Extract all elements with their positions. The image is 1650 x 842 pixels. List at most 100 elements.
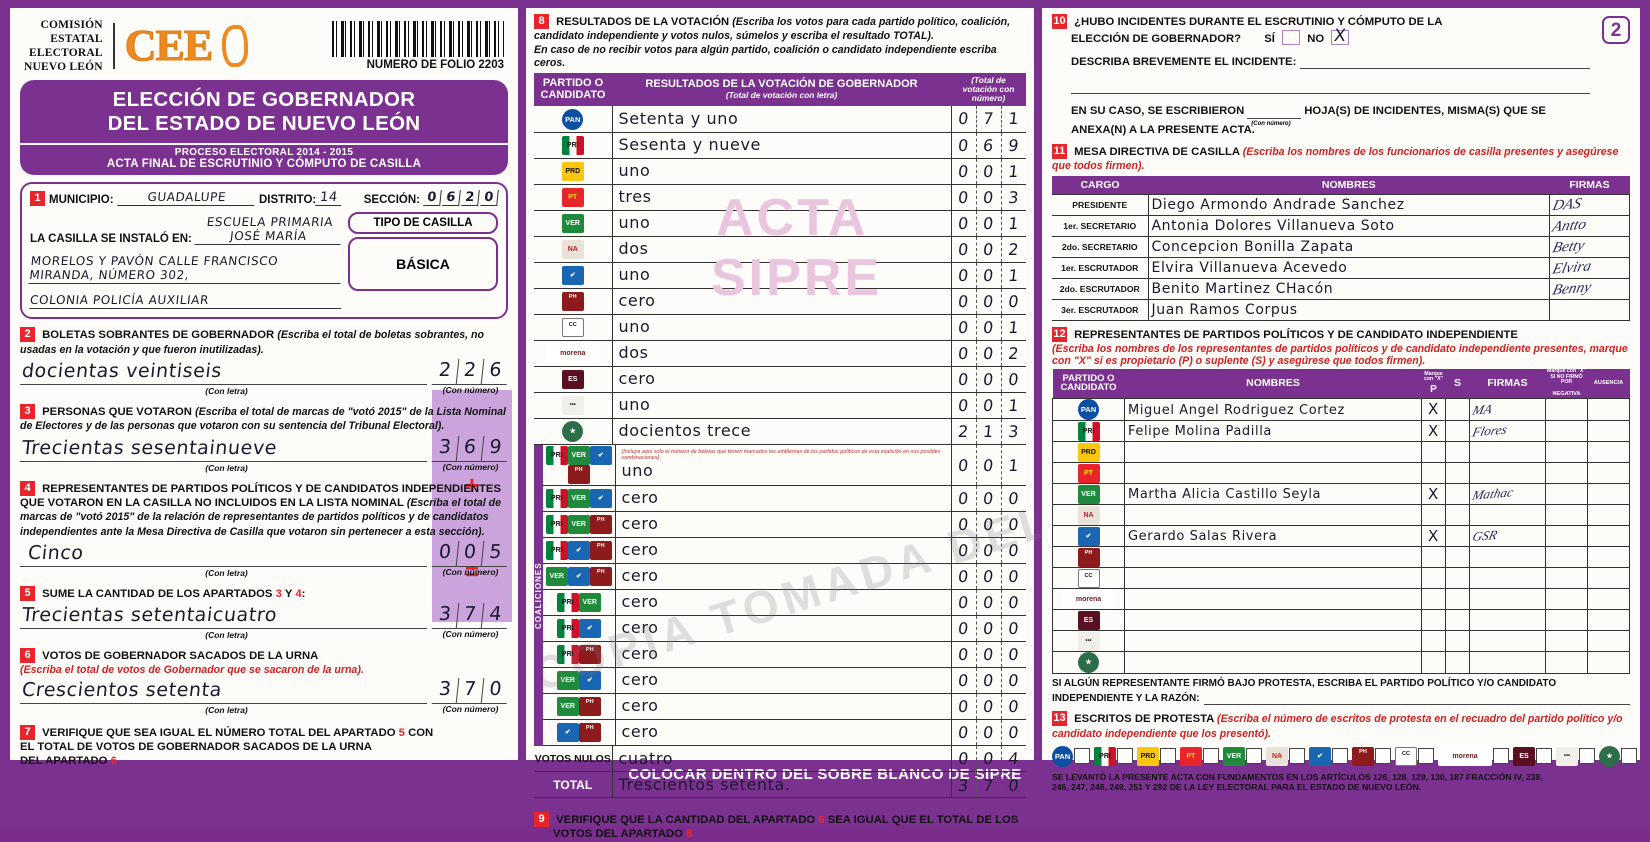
- section-6-digits[interactable]: 3 7 0: [433, 678, 508, 704]
- results-row-digit-1[interactable]: 0: [950, 210, 978, 236]
- protesta-box-ph[interactable]: PH: [1352, 746, 1391, 767]
- representante-propietario[interactable]: X: [1428, 527, 1439, 545]
- mesa-nombre[interactable]: Elvira Villanueva Acevedo: [1152, 260, 1348, 276]
- protesta-box-encuentro[interactable]: •••: [1556, 746, 1595, 767]
- results-row-digit-1[interactable]: 0: [950, 262, 978, 288]
- section-3-letra[interactable]: Trecientas sesentainueve: [21, 437, 278, 459]
- hojas-incidentes-input[interactable]: (Con número): [1247, 118, 1301, 119]
- coalicion-digit-1[interactable]: 0: [950, 589, 978, 615]
- results-row-letra[interactable]: uno: [619, 317, 651, 336]
- section-6-digit-2[interactable]: 7: [457, 678, 485, 704]
- total-digit-3[interactable]: 0: [1000, 772, 1028, 798]
- results-row-digit-2[interactable]: 0: [975, 236, 1003, 262]
- seccion-digit-1[interactable]: 0: [423, 190, 442, 206]
- results-row-digit-3[interactable]: 9: [1000, 132, 1028, 158]
- mesa-firma[interactable]: Elvira: [1551, 259, 1593, 279]
- coalicion-digit-1[interactable]: 0: [950, 667, 978, 693]
- coalicion-digit-3[interactable]: 1: [999, 445, 1028, 486]
- coalicion-letra[interactable]: cero: [622, 644, 659, 663]
- section-4-digit-2[interactable]: 0: [457, 541, 485, 567]
- results-row-digit-3[interactable]: 3: [1000, 184, 1028, 210]
- municipio-value[interactable]: GUADALUPE: [117, 190, 256, 206]
- representante-negativa[interactable]: [1546, 610, 1588, 631]
- results-row-digit-2[interactable]: 0: [975, 262, 1003, 288]
- coalicion-digit-2[interactable]: 0: [975, 511, 1003, 537]
- representante-ausencia[interactable]: [1588, 505, 1630, 526]
- protesta-input-cc[interactable]: [1418, 748, 1434, 764]
- section-4-digit-1[interactable]: 0: [432, 541, 460, 567]
- section-4-digits[interactable]: 0 0 5: [433, 541, 508, 567]
- results-row-digit-3[interactable]: 1: [1000, 158, 1028, 184]
- results-row-letra[interactable]: Setenta y uno: [619, 109, 739, 128]
- results-row-digit-2[interactable]: 7: [975, 106, 1003, 132]
- coalicion-digit-1[interactable]: 0: [950, 641, 978, 667]
- section-2-digit-2[interactable]: 2: [457, 359, 485, 385]
- representante-negativa[interactable]: [1546, 589, 1588, 610]
- coalicion-digit-2[interactable]: 0: [975, 641, 1003, 667]
- representante-negativa[interactable]: [1546, 484, 1588, 505]
- representante-nombre[interactable]: Felipe Molina Padilla: [1128, 424, 1272, 439]
- results-row-digit-1[interactable]: 2: [950, 418, 978, 444]
- results-row-digit-3[interactable]: 0: [1000, 366, 1028, 392]
- coalicion-digit-2[interactable]: 0: [975, 667, 1003, 693]
- representante-ausencia[interactable]: [1588, 484, 1630, 505]
- results-row-digit-1[interactable]: 0: [950, 340, 978, 366]
- representante-ausencia[interactable]: [1588, 652, 1630, 674]
- coalicion-digit-2[interactable]: 0: [975, 719, 1003, 745]
- coalicion-digit-3[interactable]: 0: [1000, 667, 1028, 693]
- results-row-digit-1[interactable]: 0: [950, 236, 978, 262]
- coalicion-digit-3[interactable]: 0: [1000, 615, 1028, 641]
- representante-ausencia[interactable]: [1588, 568, 1630, 589]
- protesta-box-es[interactable]: ES: [1513, 746, 1552, 767]
- mesa-nombre[interactable]: Concepcion Bonilla Zapata: [1152, 239, 1354, 255]
- coalicion-digit-3[interactable]: 0: [1000, 693, 1028, 719]
- results-row-letra[interactable]: tres: [619, 187, 652, 206]
- protesta-box-cc[interactable]: CC: [1395, 746, 1434, 767]
- section-2-digit-3[interactable]: 6: [482, 359, 510, 385]
- results-row-digit-1[interactable]: 0: [950, 106, 978, 132]
- mesa-nombre[interactable]: Juan Ramos Corpus: [1152, 302, 1298, 318]
- representante-negativa[interactable]: [1546, 442, 1588, 463]
- results-row-digit-3[interactable]: 0: [1000, 288, 1028, 314]
- mesa-nombre[interactable]: Antonia Dolores Villanueva Soto: [1152, 218, 1395, 234]
- results-row-digit-1[interactable]: 0: [950, 314, 978, 340]
- coalicion-digit-3[interactable]: 0: [1000, 589, 1028, 615]
- protesta-input-pan[interactable]: [1074, 748, 1090, 764]
- coalicion-letra[interactable]: cero: [622, 488, 659, 507]
- results-row-letra[interactable]: dos: [619, 343, 649, 362]
- section-5-digit-2[interactable]: 7: [457, 603, 485, 629]
- protesta-box-pan[interactable]: PAN: [1052, 746, 1090, 767]
- representante-ausencia[interactable]: [1588, 526, 1630, 547]
- coalicion-digit-2[interactable]: 0: [975, 563, 1003, 589]
- section-6-digit-3[interactable]: 0: [482, 678, 510, 704]
- protesta-input-pt[interactable]: [1203, 748, 1219, 764]
- representante-negativa[interactable]: [1546, 547, 1588, 568]
- coalicion-letra[interactable]: cero: [622, 670, 659, 689]
- coalicion-digit-1[interactable]: 0: [950, 537, 978, 563]
- coalicion-letra[interactable]: cero: [622, 566, 659, 585]
- representante-negativa[interactable]: [1546, 568, 1588, 589]
- describa-incidente-line-2[interactable]: [1071, 79, 1590, 94]
- protesta-input-verde[interactable]: [1246, 748, 1262, 764]
- results-row-digit-3[interactable]: 1: [1000, 106, 1028, 132]
- results-row-letra[interactable]: uno: [619, 265, 651, 284]
- results-row-digit-2[interactable]: 0: [975, 392, 1003, 418]
- results-row-letra[interactable]: Sesenta y nueve: [619, 135, 761, 154]
- coalicion-digit-3[interactable]: 0: [1000, 719, 1028, 745]
- results-row-letra[interactable]: cero: [619, 291, 656, 310]
- protesta-razon-input[interactable]: [1204, 690, 1630, 705]
- representante-nombre[interactable]: Miguel Angel Rodriguez Cortez: [1128, 403, 1345, 418]
- coalicion-digit-1[interactable]: 0: [950, 485, 978, 511]
- section-2-letra[interactable]: docientas veintiseis: [21, 360, 223, 382]
- coalicion-digit-2[interactable]: 0: [975, 693, 1003, 719]
- results-row-digit-2[interactable]: 0: [975, 288, 1003, 314]
- votos-nulos-digit-1[interactable]: 0: [950, 746, 978, 772]
- representante-propietario[interactable]: X: [1428, 400, 1439, 418]
- results-row-digit-2[interactable]: 0: [975, 314, 1003, 340]
- section-3-digit-3[interactable]: 9: [482, 436, 510, 462]
- coalicion-letra[interactable]: cero: [622, 618, 659, 637]
- protesta-input-encuentro[interactable]: [1579, 748, 1595, 764]
- representante-negativa[interactable]: [1546, 652, 1588, 674]
- representante-firma[interactable]: MA: [1471, 401, 1494, 419]
- protesta-box-pt[interactable]: PT: [1180, 746, 1219, 767]
